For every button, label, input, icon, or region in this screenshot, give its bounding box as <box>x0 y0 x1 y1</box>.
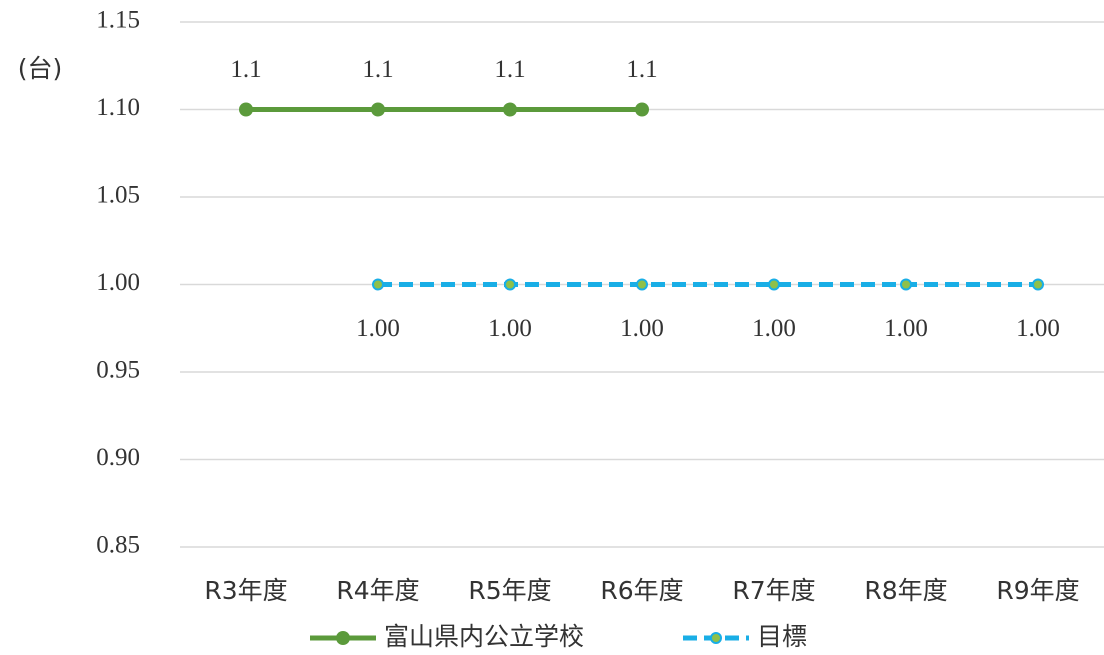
legend-marker <box>710 632 722 644</box>
data-point <box>1032 278 1044 291</box>
legend-label: 富山県内公立学校 <box>384 622 584 651</box>
data-point <box>371 102 385 117</box>
data-point <box>900 278 912 291</box>
y-axis-label: (台) <box>18 54 63 83</box>
x-tick-label: R8年度 <box>864 576 947 605</box>
data-label: 1.1 <box>230 56 261 83</box>
x-tick-label: R9年度 <box>996 576 1079 605</box>
x-tick-label: R5年度 <box>468 576 551 605</box>
y-tick-label: 1.10 <box>96 94 140 121</box>
y-tick-label: 0.95 <box>96 357 140 384</box>
y-tick-label: 1.05 <box>96 182 140 209</box>
data-label: 1.1 <box>494 56 525 83</box>
data-label: 1.00 <box>884 315 928 342</box>
x-tick-label: R4年度 <box>336 576 419 605</box>
data-label: 1.1 <box>362 56 393 83</box>
x-tick-label: R3年度 <box>204 576 287 605</box>
data-point <box>635 102 649 117</box>
data-point <box>503 102 517 117</box>
x-tick-label: R7年度 <box>732 576 815 605</box>
data-point <box>768 278 780 291</box>
data-point <box>372 278 384 291</box>
data-label: 1.00 <box>488 315 532 342</box>
y-tick-label: 1.00 <box>96 269 140 296</box>
data-label: 1.00 <box>620 315 664 342</box>
data-point <box>504 278 516 291</box>
y-tick-label: 0.85 <box>96 532 140 559</box>
x-tick-label: R6年度 <box>600 576 683 605</box>
data-label: 1.1 <box>626 56 657 83</box>
data-label: 1.00 <box>752 315 796 342</box>
data-point <box>636 278 648 291</box>
data-label: 1.00 <box>1016 315 1060 342</box>
data-label: 1.00 <box>356 315 400 342</box>
y-tick-label: 1.15 <box>96 7 140 34</box>
legend-label: 目標 <box>757 622 807 651</box>
legend-marker <box>336 631 350 645</box>
data-point <box>239 102 253 117</box>
y-tick-label: 0.90 <box>96 444 140 471</box>
